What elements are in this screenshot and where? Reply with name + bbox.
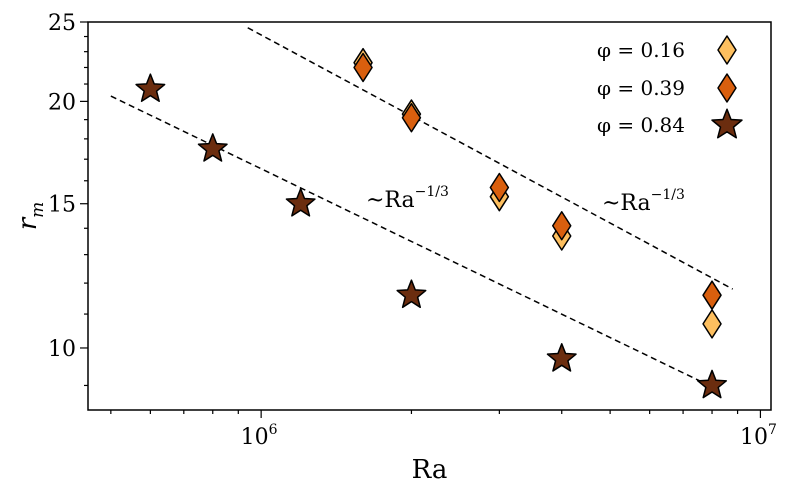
legend-label-3: φ = 0.84 <box>597 113 685 137</box>
series-3-point <box>135 73 166 103</box>
y-tick-label: 15 <box>48 193 76 218</box>
series-2-point <box>353 52 373 83</box>
x-tick-label: 106 <box>241 422 278 450</box>
data-markers <box>135 47 728 399</box>
fit-line <box>110 95 718 391</box>
annotations: ~Ra−1/3 ~Ra−1/3 <box>366 184 685 216</box>
scaling-annotation: ~Ra−1/3 <box>366 184 449 213</box>
series-3-point <box>396 279 427 309</box>
series-3-point <box>546 343 577 372</box>
x-tick-label: 107 <box>740 422 777 450</box>
y-axis: 10 15 20 25 <box>48 11 88 387</box>
fit-line <box>247 27 734 290</box>
series-2-point <box>702 280 722 310</box>
x-axis: 106 107 <box>110 410 777 450</box>
x-axis-label: Ra <box>412 455 448 485</box>
series-1-point <box>702 309 722 339</box>
y-tick-label: 20 <box>48 90 76 115</box>
legend-marker-1 <box>717 35 737 65</box>
legend-label-2: φ = 0.39 <box>597 76 685 100</box>
series-2-point <box>401 103 422 133</box>
series-3-point <box>197 133 228 162</box>
legend-marker-3 <box>711 108 743 139</box>
plot-frame <box>87 21 772 411</box>
y-axis-label: rm <box>13 202 48 231</box>
legend: φ = 0.16 φ = 0.39 φ = 0.84 <box>597 35 743 139</box>
legend-label-1: φ = 0.16 <box>597 38 685 62</box>
scaling-annotation: ~Ra−1/3 <box>602 187 685 216</box>
y-tick-label: 10 <box>48 337 76 362</box>
series-3-point <box>697 369 728 399</box>
series-2-point <box>551 210 572 241</box>
y-tick-label: 25 <box>48 11 76 36</box>
legend-marker-2 <box>717 73 737 103</box>
series-2-point <box>489 172 510 203</box>
series-3-point <box>285 187 316 217</box>
